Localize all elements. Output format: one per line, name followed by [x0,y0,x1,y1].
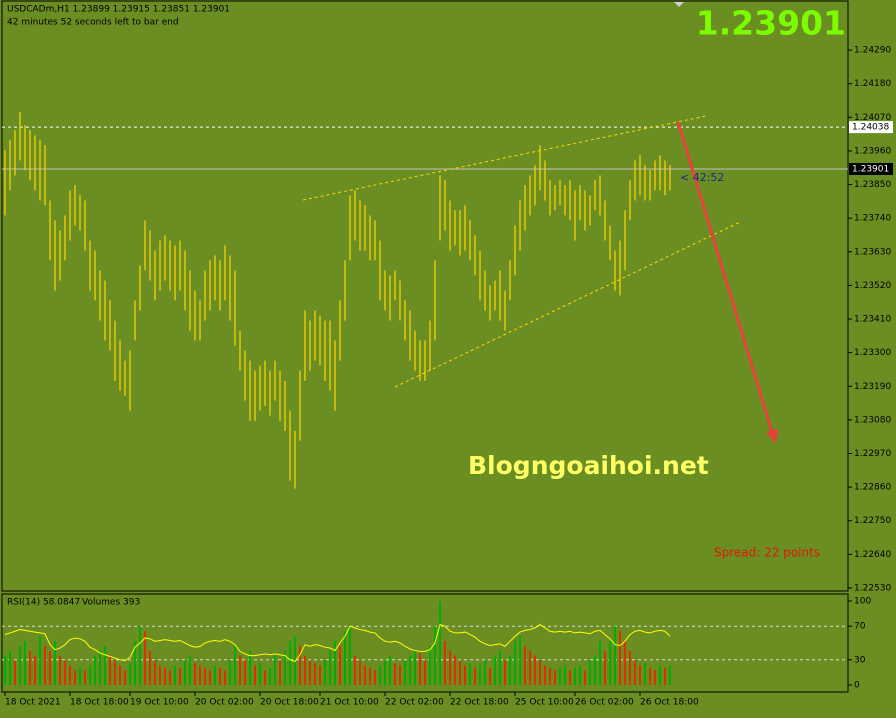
channel-lower [394,221,741,388]
rsi-tick-label: 0 [854,681,860,691]
trend-arrow [676,121,774,433]
y-tick-label: 1.24180 [854,79,891,89]
y-tick-label: 1.22750 [854,516,891,526]
header-title: USDCADm,H1 1.23899 1.23915 1.23851 1.239… [7,5,230,15]
header-subtitle: 42 minutes 52 seconds left to bar end [7,18,179,28]
main-frame [1,0,849,592]
x-tick-label: 18 Oct 18:00 [70,698,129,708]
y-tick-label: 1.24290 [854,46,891,56]
y-tick-label: 1.23740 [854,214,891,224]
rsi-tick-label: 30 [854,655,866,665]
y-tick-label: 1.22970 [854,449,891,459]
y-tick-label: 1.23960 [854,146,891,156]
arrow-head [766,429,778,444]
volume-label: Volumes 393 [82,598,140,608]
rsi-frame [1,593,849,693]
level-label: 1.24038 [852,123,889,133]
rsi-tick-label: 100 [854,597,871,607]
level-box [849,121,893,134]
bar-countdown: < 42:52 [680,171,724,184]
y-tick-label: 1.22530 [854,583,891,593]
x-tick-label: 20 Oct 18:00 [260,698,319,708]
y-tick-label: 1.23850 [854,180,891,190]
rsi-title: RSI(14) 58.0847 [7,598,80,608]
x-tick-label: 22 Oct 18:00 [450,698,509,708]
x-tick-label: 22 Oct 02:00 [385,698,444,708]
spread-label: Spread: 22 points [714,546,820,560]
watermark: Blogngoaihoi.net [468,451,709,480]
y-tick-label: 1.24070 [854,113,891,123]
big-price: 1.23901 [696,4,846,43]
y-tick-label: 1.23630 [854,247,891,257]
y-tick-label: 1.23300 [854,348,891,358]
y-tick-label: 1.22860 [854,483,891,493]
y-tick-label: 1.23190 [854,382,891,392]
bid-box [849,162,893,175]
y-tick-label: 1.23080 [854,415,891,425]
y-tick-label: 1.23520 [854,281,891,291]
y-tick-label: 1.23410 [854,315,891,325]
x-tick-label: 25 Oct 10:00 [515,698,574,708]
x-tick-label: 26 Oct 02:00 [575,698,634,708]
x-tick-label: 26 Oct 18:00 [640,698,699,708]
x-tick-label: 18 Oct 2021 [5,698,61,708]
channel-upper [302,115,707,201]
x-tick-label: 20 Oct 02:00 [195,698,254,708]
rsi-tick-label: 70 [854,622,866,632]
y-tick-label: 1.22640 [854,550,891,560]
x-tick-label: 19 Oct 10:00 [130,698,189,708]
x-tick-label: 21 Oct 10:00 [320,698,379,708]
bid-label: 1.23901 [852,164,889,174]
rsi-line [4,623,671,663]
shift-marker [674,2,684,7]
